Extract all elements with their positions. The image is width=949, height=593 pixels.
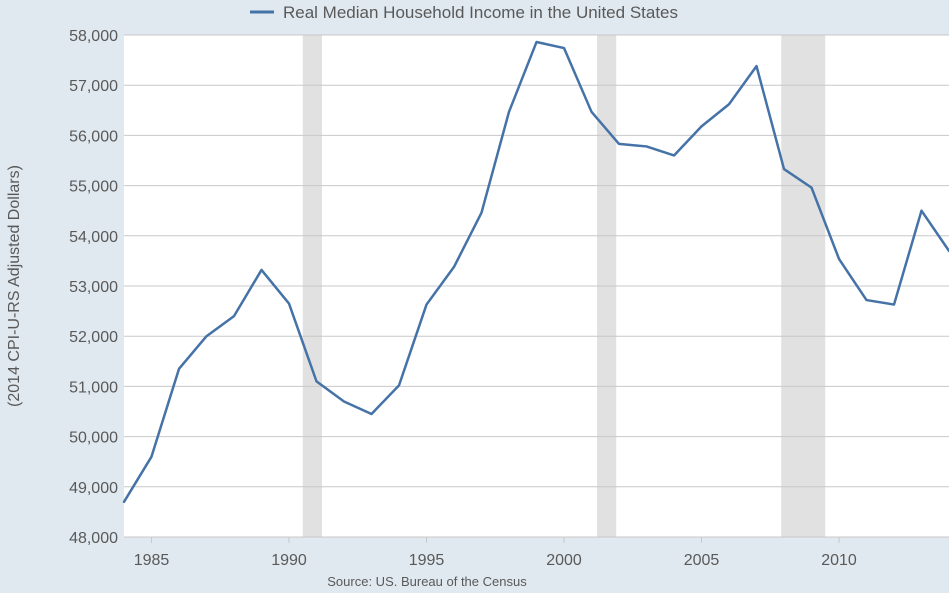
data-point[interactable] <box>396 382 402 388</box>
legend-label: Real Median Household Income in the Unit… <box>283 3 678 22</box>
data-point[interactable] <box>616 141 622 147</box>
data-point[interactable] <box>314 378 320 384</box>
x-tick-label: 1985 <box>134 552 170 569</box>
gridlines <box>124 34 949 538</box>
y-axis-title: (2014 CPI-U-RS Adjusted Dollars) <box>6 165 23 407</box>
data-point[interactable] <box>864 297 870 303</box>
data-point[interactable] <box>644 143 650 149</box>
y-tick-label: 48,000 <box>69 530 118 547</box>
y-tick-label: 55,000 <box>69 179 118 196</box>
data-point[interactable] <box>726 101 732 107</box>
legend[interactable]: Real Median Household Income in the Unit… <box>250 3 678 22</box>
y-tick-label: 53,000 <box>69 279 118 296</box>
y-tick-label: 51,000 <box>69 379 118 396</box>
x-tick-label: 2010 <box>821 552 857 569</box>
data-point[interactable] <box>121 499 127 505</box>
data-point[interactable] <box>836 256 842 262</box>
data-point[interactable] <box>781 166 787 172</box>
y-tick-label: 49,000 <box>69 480 118 497</box>
data-point[interactable] <box>176 366 182 372</box>
x-tick-label: 1990 <box>271 552 307 569</box>
data-point[interactable] <box>149 454 155 460</box>
data-point[interactable] <box>369 411 375 417</box>
data-point[interactable] <box>699 123 705 129</box>
data-point[interactable] <box>809 185 815 191</box>
data-point[interactable] <box>754 63 760 69</box>
y-tick-label: 58,000 <box>69 28 118 45</box>
data-point[interactable] <box>919 208 925 214</box>
data-point[interactable] <box>671 152 677 158</box>
x-tick-label: 1995 <box>409 552 445 569</box>
y-tick-label: 54,000 <box>69 229 118 246</box>
data-point[interactable] <box>341 398 347 404</box>
y-tick-label: 57,000 <box>69 78 118 95</box>
x-tick-label: 2005 <box>684 552 720 569</box>
data-point[interactable] <box>506 109 512 115</box>
data-point[interactable] <box>451 264 457 270</box>
data-point[interactable] <box>231 313 237 319</box>
data-point[interactable] <box>259 267 265 273</box>
series-layer <box>121 39 949 505</box>
y-tick-label: 50,000 <box>69 430 118 447</box>
y-tick-label: 52,000 <box>69 329 118 346</box>
series-line <box>122 40 949 504</box>
data-point[interactable] <box>534 39 540 45</box>
data-point[interactable] <box>589 109 595 115</box>
source-note: Source: US. Bureau of the Census <box>327 574 527 589</box>
x-tick-label: 2000 <box>546 552 582 569</box>
data-point[interactable] <box>204 333 210 339</box>
data-point[interactable] <box>479 210 485 216</box>
x-axis-ticks: 1985 1990 1995 2000 2005 2010 <box>134 537 857 569</box>
y-axis-ticks: 48,000 49,000 50,000 51,000 52,000 53,000 54,0… <box>69 28 118 547</box>
y-tick-label: 56,000 <box>69 128 118 145</box>
data-point[interactable] <box>891 302 897 308</box>
data-point[interactable] <box>561 45 567 51</box>
data-point[interactable] <box>424 302 430 308</box>
data-point[interactable] <box>286 301 292 307</box>
